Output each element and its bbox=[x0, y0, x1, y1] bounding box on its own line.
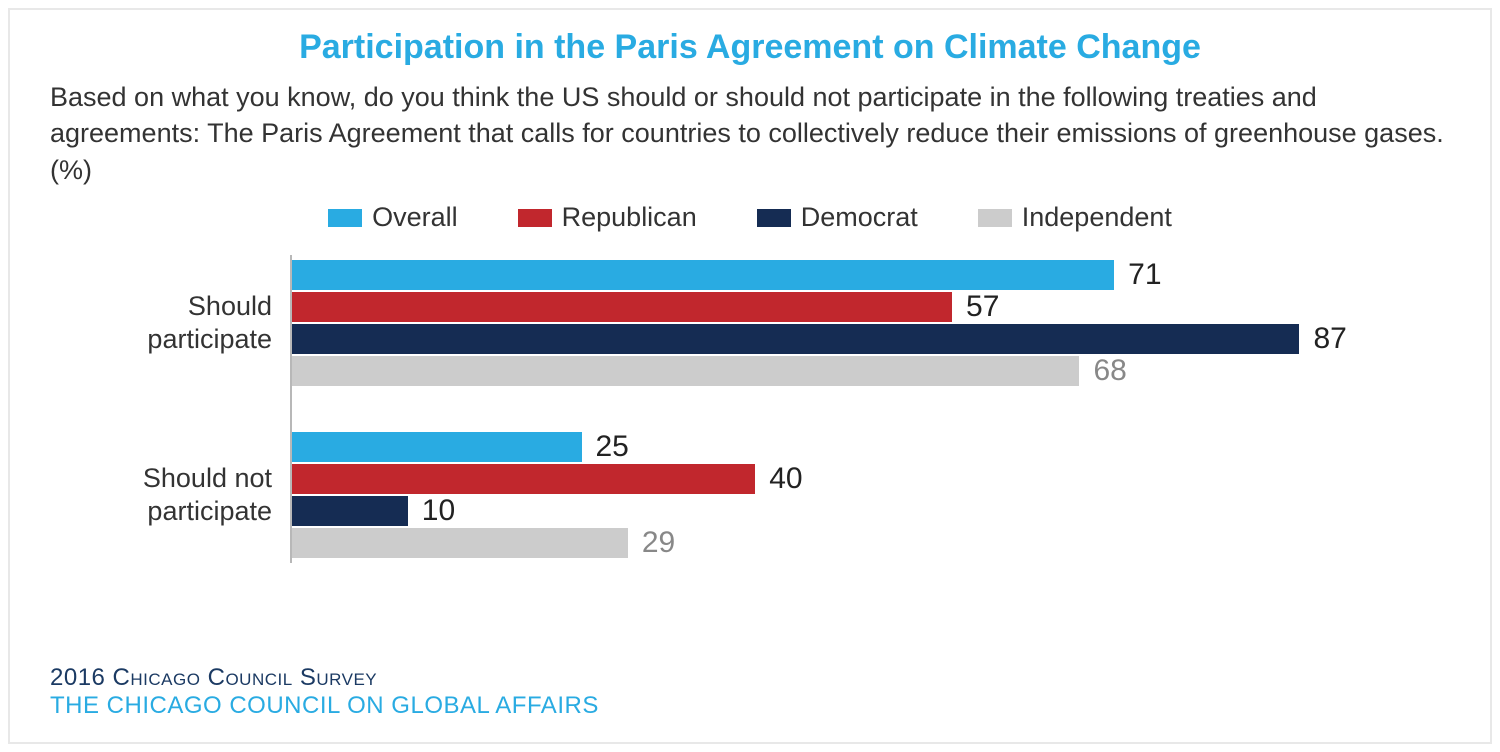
legend-item: Republican bbox=[518, 202, 697, 233]
bar-row: 71 bbox=[292, 259, 1450, 291]
bar-row: 57 bbox=[292, 291, 1450, 323]
bar bbox=[292, 496, 408, 526]
bar bbox=[292, 464, 755, 494]
legend-label: Independent bbox=[1022, 202, 1172, 233]
footer-org: THE CHICAGO COUNCIL ON GLOBAL AFFAIRS bbox=[50, 692, 599, 720]
legend-item: Democrat bbox=[757, 202, 918, 233]
footer-source: 2016 Chicago Council Survey bbox=[50, 664, 599, 692]
bar-value: 25 bbox=[596, 430, 629, 464]
bar bbox=[292, 528, 628, 558]
legend-swatch bbox=[328, 209, 362, 227]
bar-value: 87 bbox=[1313, 322, 1346, 356]
bar bbox=[292, 356, 1079, 386]
bar-row: 40 bbox=[292, 463, 1450, 495]
chart-frame: Participation in the Paris Agreement on … bbox=[8, 8, 1492, 744]
chart-subtitle: Based on what you know, do you think the… bbox=[50, 79, 1450, 188]
plot-area: 71 57 87 68 25 40 10 29 bbox=[290, 255, 1450, 563]
chart-footer: 2016 Chicago Council Survey THE CHICAGO … bbox=[50, 664, 599, 720]
bar bbox=[292, 292, 952, 322]
bar-value: 68 bbox=[1093, 354, 1126, 388]
bar-row: 87 bbox=[292, 323, 1450, 355]
category-labels-column: Shouldparticipate Should notparticipate bbox=[60, 255, 290, 563]
bar-row: 68 bbox=[292, 355, 1450, 387]
category-label: Should notparticipate bbox=[60, 427, 272, 563]
legend-swatch bbox=[978, 209, 1012, 227]
legend-item: Independent bbox=[978, 202, 1172, 233]
legend-swatch bbox=[757, 209, 791, 227]
bar-value: 10 bbox=[422, 494, 455, 528]
bar-value: 40 bbox=[769, 462, 802, 496]
bar bbox=[292, 432, 582, 462]
legend-label: Overall bbox=[372, 202, 458, 233]
bar-value: 29 bbox=[642, 526, 675, 560]
chart-area: Shouldparticipate Should notparticipate 7… bbox=[60, 255, 1450, 563]
category-label: Shouldparticipate bbox=[60, 255, 272, 391]
legend-swatch bbox=[518, 209, 552, 227]
bar-row: 29 bbox=[292, 527, 1450, 559]
bar-value: 71 bbox=[1128, 258, 1161, 292]
legend-label: Democrat bbox=[801, 202, 918, 233]
bar-group: 25 40 10 29 bbox=[292, 427, 1450, 563]
bar bbox=[292, 260, 1114, 290]
chart-title: Participation in the Paris Agreement on … bbox=[50, 28, 1450, 67]
bar-group: 71 57 87 68 bbox=[292, 255, 1450, 391]
legend: Overall Republican Democrat Independent bbox=[50, 202, 1450, 233]
bar-value: 57 bbox=[966, 290, 999, 324]
bar-row: 10 bbox=[292, 495, 1450, 527]
bar-row: 25 bbox=[292, 431, 1450, 463]
legend-label: Republican bbox=[562, 202, 697, 233]
legend-item: Overall bbox=[328, 202, 458, 233]
bar bbox=[292, 324, 1299, 354]
